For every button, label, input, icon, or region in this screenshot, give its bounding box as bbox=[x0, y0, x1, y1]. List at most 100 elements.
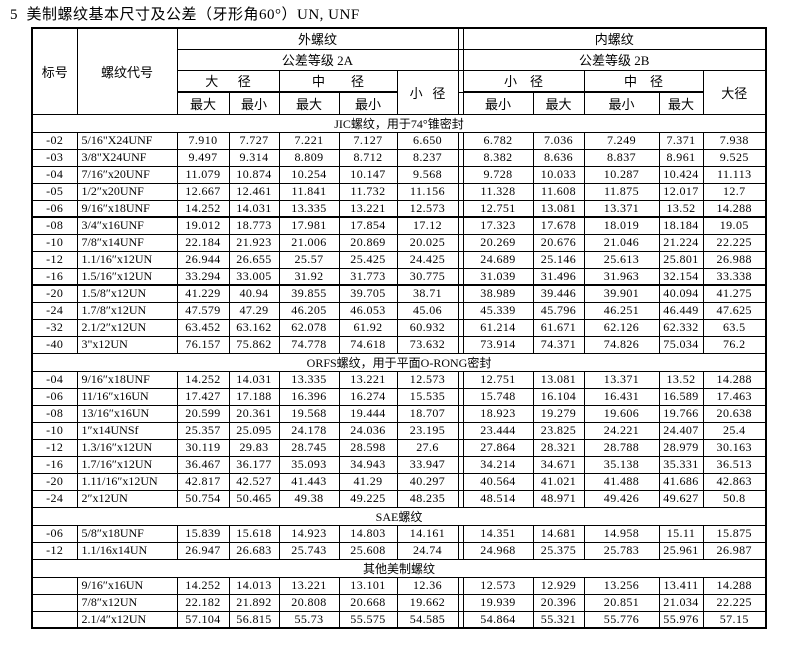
thread-size-table: 标号 螺纹代号 外螺纹 内螺纹 公差等级 2A 公差等级 2B 大 径 中 径 … bbox=[31, 27, 767, 629]
value-cell: 21.034 bbox=[658, 593, 704, 612]
header-row-diameters: 大 径 中 径 小 径 小 径 中 径 大径 bbox=[32, 69, 767, 115]
value-cell: 76.157 bbox=[176, 335, 230, 354]
value-cell: 22.184 bbox=[176, 233, 230, 252]
value-cell: 7.127 bbox=[338, 131, 398, 150]
value-cell: 9.728 bbox=[462, 165, 534, 184]
thread-code-cell: 11/16″x16UN bbox=[76, 387, 178, 406]
value-cell: 8.961 bbox=[658, 148, 704, 167]
value-cell: 13.101 bbox=[338, 576, 398, 595]
value-cell: 19.012 bbox=[176, 216, 230, 235]
table-body: JIC螺纹，用于74°锥密封 -02 5/16"X24UNF 7.910 7.727 7.… bbox=[31, 113, 767, 629]
dash-number-cell: -04 bbox=[31, 165, 78, 184]
thread-code-cell: 1.11/16″x12UN bbox=[76, 472, 178, 491]
value-cell: 33.294 bbox=[176, 267, 230, 286]
value-cell: 42.527 bbox=[228, 472, 280, 491]
value-cell: 45.796 bbox=[532, 301, 585, 320]
value-cell: 13.335 bbox=[278, 199, 340, 218]
value-cell: 39.855 bbox=[278, 284, 340, 303]
value-cell: 17.981 bbox=[278, 216, 340, 235]
value-cell: 22.182 bbox=[176, 593, 230, 612]
value-cell: 19.279 bbox=[532, 404, 585, 423]
value-cell: 19.766 bbox=[658, 404, 704, 423]
value-cell: 12.7 bbox=[702, 182, 767, 201]
table-row: -24 1.7/8″x12UN 47.579 47.29 46.205 46.053 45.… bbox=[31, 301, 767, 320]
value-cell: 29.83 bbox=[228, 438, 280, 457]
value-cell: 12.36 bbox=[396, 576, 459, 595]
value-cell: 14.958 bbox=[583, 524, 660, 543]
value-cell: 15.11 bbox=[658, 524, 704, 543]
dash-number-cell: -20 bbox=[31, 472, 78, 491]
value-cell: 23.195 bbox=[396, 421, 459, 440]
value-cell: 19.568 bbox=[278, 404, 340, 423]
value-cell: 46.053 bbox=[338, 301, 398, 320]
value-cell: 32.154 bbox=[658, 267, 704, 286]
value-cell: 14.252 bbox=[176, 370, 230, 389]
value-cell: 20.599 bbox=[176, 404, 230, 423]
value-cell: 55.776 bbox=[583, 610, 660, 629]
thread-code-cell: 5/8″x18UNF bbox=[76, 524, 178, 543]
value-cell: 8.382 bbox=[462, 148, 534, 167]
value-cell: 11.113 bbox=[702, 165, 767, 184]
value-cell: 21.006 bbox=[278, 233, 340, 252]
dash-number-cell: -06 bbox=[31, 199, 78, 218]
dash-number-cell: -16 bbox=[31, 455, 78, 474]
col-header-thread-code: 螺纹代号 bbox=[76, 27, 178, 115]
table-row: -32 2.1/2″x12UN 63.452 63.162 62.078 61.92 60.… bbox=[31, 318, 767, 337]
value-cell: 8.712 bbox=[338, 148, 398, 167]
value-cell: 19.662 bbox=[396, 593, 459, 612]
value-cell: 25.961 bbox=[658, 541, 704, 560]
value-cell: 47.579 bbox=[176, 301, 230, 320]
value-cell: 15.618 bbox=[228, 524, 280, 543]
value-cell: 9.497 bbox=[176, 148, 230, 167]
value-cell: 45.339 bbox=[462, 301, 534, 320]
value-cell: 12.667 bbox=[176, 182, 230, 201]
value-cell: 75.034 bbox=[658, 335, 704, 354]
value-cell: 16.431 bbox=[583, 387, 660, 406]
value-cell: 12.573 bbox=[462, 576, 534, 595]
value-cell: 11.841 bbox=[278, 182, 340, 201]
dash-number-cell: -08 bbox=[31, 404, 78, 423]
value-cell: 13.081 bbox=[532, 199, 585, 218]
value-cell: 33.005 bbox=[228, 267, 280, 286]
value-cell: 20.396 bbox=[532, 593, 585, 612]
value-cell: 25.743 bbox=[278, 541, 340, 560]
value-cell: 15.535 bbox=[396, 387, 459, 406]
value-cell: 15.875 bbox=[702, 524, 767, 543]
value-cell: 25.57 bbox=[278, 250, 340, 269]
value-cell: 8.837 bbox=[583, 148, 660, 167]
value-cell: 16.396 bbox=[278, 387, 340, 406]
thread-code-cell: 2.1/2″x12UN bbox=[76, 318, 178, 337]
value-cell: 48.971 bbox=[532, 489, 585, 508]
value-cell: 6.782 bbox=[462, 131, 534, 150]
value-cell: 16.589 bbox=[658, 387, 704, 406]
value-cell: 74.778 bbox=[278, 335, 340, 354]
value-cell: 11.732 bbox=[338, 182, 398, 201]
value-cell: 6.650 bbox=[396, 131, 459, 150]
value-cell: 14.681 bbox=[532, 524, 585, 543]
table-row: -02 5/16"X24UNF 7.910 7.727 7.221 7.127 6.650 6… bbox=[31, 131, 767, 150]
value-cell: 27.6 bbox=[396, 438, 459, 457]
page: { "page_title": "5 美制螺纹基本尺寸及公差（牙形角60°）UN… bbox=[0, 3, 793, 657]
value-cell: 18.707 bbox=[396, 404, 459, 423]
col-header-tolerance-2b: 公差等级 2B bbox=[462, 48, 767, 71]
table-row: -24 2″x12UN 50.754 50.465 49.38 49.225 48.235 4… bbox=[31, 489, 767, 508]
dash-number-cell: -32 bbox=[31, 318, 78, 337]
value-cell: 13.371 bbox=[583, 370, 660, 389]
value-cell: 39.705 bbox=[338, 284, 398, 303]
col-header-max: 最大 bbox=[176, 91, 230, 115]
value-cell: 24.689 bbox=[462, 250, 534, 269]
value-cell: 24.221 bbox=[583, 421, 660, 440]
table-row: -04 9/16″x18UNF 14.252 14.031 13.335 13.221 12… bbox=[31, 370, 767, 389]
value-cell: 26.655 bbox=[228, 250, 280, 269]
value-cell: 35.138 bbox=[583, 455, 660, 474]
col-header-max: 最大 bbox=[278, 91, 340, 115]
section-title: 其他美制螺纹 bbox=[31, 558, 767, 578]
value-cell: 19.444 bbox=[338, 404, 398, 423]
dash-number-cell bbox=[31, 576, 78, 595]
value-cell: 26.987 bbox=[702, 541, 767, 560]
value-cell: 17.427 bbox=[176, 387, 230, 406]
dash-number-cell: -12 bbox=[31, 438, 78, 457]
table-row: -08 3/4″x16UNF 19.012 18.773 17.981 17.854 17.… bbox=[31, 216, 767, 235]
table-row: -10 1″x14UNSf 25.357 25.095 24.178 24.036 23.1… bbox=[31, 421, 767, 440]
value-cell: 13.081 bbox=[532, 370, 585, 389]
